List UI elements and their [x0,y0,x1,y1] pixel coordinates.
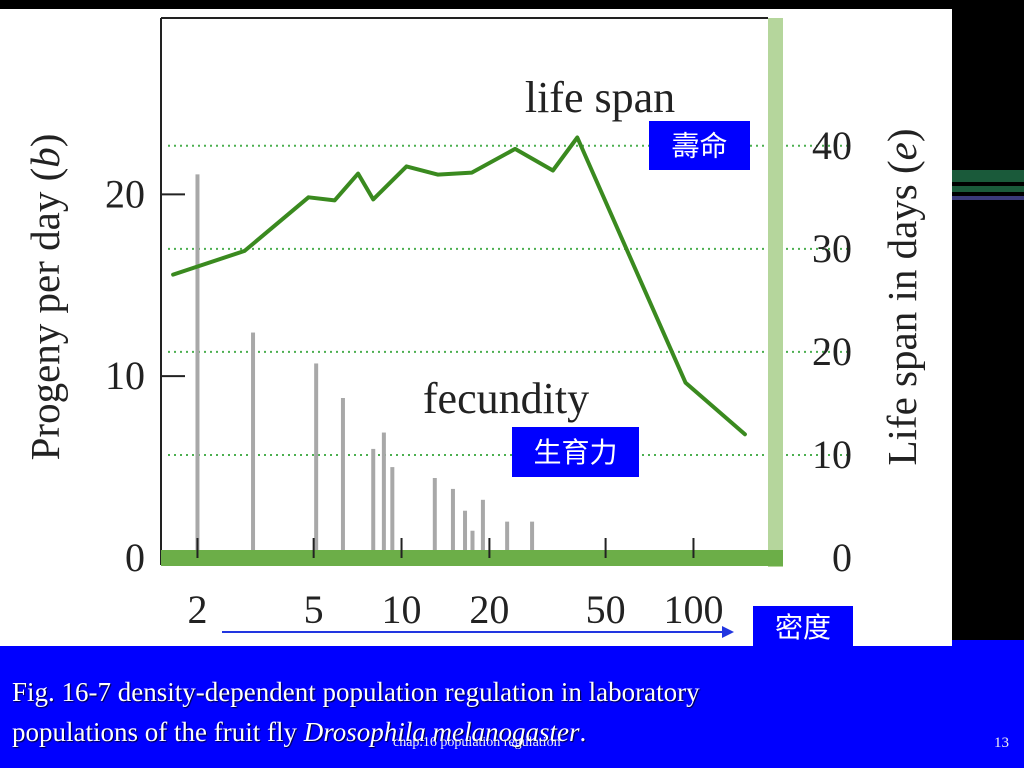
life-span-chinese-box [649,121,750,170]
fecundity-chinese-label: 生育力 [533,436,617,469]
figure-panel: 2 5 10 20 50 100 0 10 20 0 10 20 30 40 Progeny per … [0,9,952,646]
y-right-tick-label: 10 [812,432,852,477]
right-decoration-bar [952,170,1024,182]
caption-text: populations of the fruit fly [12,717,304,747]
right-decoration-bar [952,196,1024,200]
figure-caption-line1: Fig. 16-7 density-dependent population r… [12,677,700,708]
fecundity-bar [450,488,455,558]
y-right-tick-label: 20 [812,329,852,374]
life-span-annotation: life span [525,73,675,122]
fecundity-bar [251,332,256,558]
y-left-tick-label: 10 [105,353,145,398]
caption-text: Fig. 16-7 density-dependent population r… [12,677,700,707]
caption-text: . [579,717,587,747]
y-left-tick-label: 20 [105,171,145,216]
x-tick-label: 10 [382,587,422,632]
fecundity-bar [505,521,510,558]
fecundity-bar [314,363,319,558]
fecundity-annotation: fecundity [423,374,589,423]
density-chinese-box [753,606,853,646]
fecundity-bar [463,510,468,558]
x-tick-label: 2 [187,587,207,632]
fecundity-bar [432,478,437,558]
life-span-line [171,135,747,437]
fecundity-bar [530,521,535,558]
fecundity-bar [390,467,395,558]
fecundity-bar [480,499,485,558]
right-decoration-bar [952,186,1024,192]
y-left-tick-label: 0 [125,535,145,580]
right-decoration [952,0,1024,640]
life-span-chinese-label: 壽命 [671,130,727,163]
fecundity-bar [340,398,345,558]
fecundity-bar [470,530,475,558]
fecundity-bar [195,174,200,558]
x-tick-label: 5 [304,587,324,632]
x-tick-label: 20 [469,587,509,632]
density-arrow-head [722,626,734,638]
fecundity-bar [371,448,376,558]
right-axis-band [768,18,783,567]
density-chinese-label: 密度 [775,611,831,644]
fecundity-bar [381,432,386,558]
chart: 2 5 10 20 50 100 0 10 20 0 10 20 30 40 Progeny per … [22,17,925,646]
y-right-tick-label: 40 [812,123,852,168]
x-tick-label: 50 [586,587,626,632]
baseline-band [161,550,783,566]
y-right-tick-label: 30 [812,226,852,271]
x-tick-label: 100 [663,587,723,632]
y-left-axis-label: Progeny per day (b) [22,134,68,461]
top-border [0,0,1024,9]
page-number: 13 [994,735,1009,751]
y-right-tick-label: 0 [832,535,852,580]
y-right-axis-label: Life span in days (e) [879,129,925,466]
footer-title: chap.16 population regulation [393,735,561,750]
figure-caption-line2: populations of the fruit fly Drosophila … [12,717,586,748]
fecundity-chinese-box [512,427,639,477]
species-name: Drosophila melanogaster [303,717,580,747]
